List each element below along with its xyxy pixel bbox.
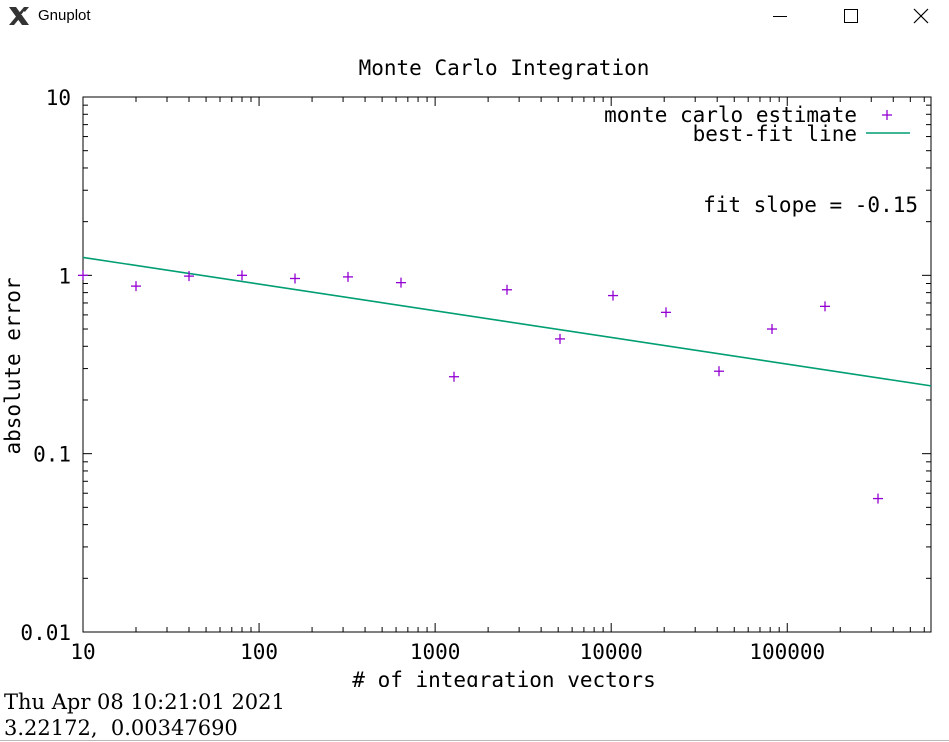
x-tick-label: 10 [70, 640, 95, 664]
data-point [767, 324, 777, 335]
chart-svg: Monte Carlo Integration 0.01 0.1 1 10 10 100 1… [1, 56, 932, 692]
best-fit-line [82, 256, 932, 387]
x-tick-label: 10000 [580, 640, 643, 664]
data-point [608, 290, 618, 301]
legend-label-monte-carlo: monte carlo estimate [604, 103, 857, 127]
data-point [290, 273, 300, 284]
status-coordinates: 3.22172, 0.00347690 [4, 716, 238, 740]
data-point [714, 366, 724, 377]
data-point [820, 301, 830, 312]
data-point [449, 371, 459, 382]
x-window-icon [8, 6, 30, 26]
chart-title: Monte Carlo Integration [359, 56, 650, 80]
data-point [873, 493, 883, 504]
window-titlebar[interactable]: Gnuplot [0, 0, 949, 32]
minimize-icon [773, 16, 787, 17]
data-point [184, 271, 194, 282]
data-point [396, 277, 406, 288]
minimize-button[interactable] [757, 0, 803, 32]
close-button[interactable] [898, 0, 944, 32]
bottom-border [0, 740, 949, 741]
x-axis-label: # of integration vectors [352, 668, 655, 687]
data-point [343, 271, 353, 282]
x-tick-label: 100000 [749, 640, 825, 664]
maximize-button[interactable] [828, 0, 874, 32]
y-tick-label: 10 [46, 86, 71, 110]
data-point [237, 270, 247, 281]
data-point [131, 281, 141, 292]
legend: monte carlo estimate best-fit line [604, 103, 910, 146]
y-tick-label: 0.1 [33, 443, 71, 467]
y-axis-label: absolute error [1, 277, 25, 454]
y-tick-label: 0.01 [20, 621, 71, 645]
plot-area[interactable]: Monte Carlo Integration 0.01 0.1 1 10 10 100 1… [0, 32, 949, 742]
data-point [661, 307, 671, 318]
window-title: Gnuplot [38, 7, 91, 24]
maximize-icon [844, 9, 858, 23]
data-point [555, 333, 565, 344]
plot-frame [82, 96, 932, 633]
x-tick-label: 100 [240, 640, 278, 664]
legend-label-best-fit: best-fit line [693, 122, 857, 146]
close-icon [913, 8, 929, 24]
x-tick-label: 1000 [410, 640, 461, 664]
fit-slope-annotation: fit slope = -0.15 [703, 193, 918, 217]
y-tick-label: 1 [58, 264, 71, 288]
status-timestamp: Thu Apr 08 10:21:01 2021 [4, 690, 285, 714]
data-point [78, 270, 88, 281]
data-point [502, 284, 512, 295]
